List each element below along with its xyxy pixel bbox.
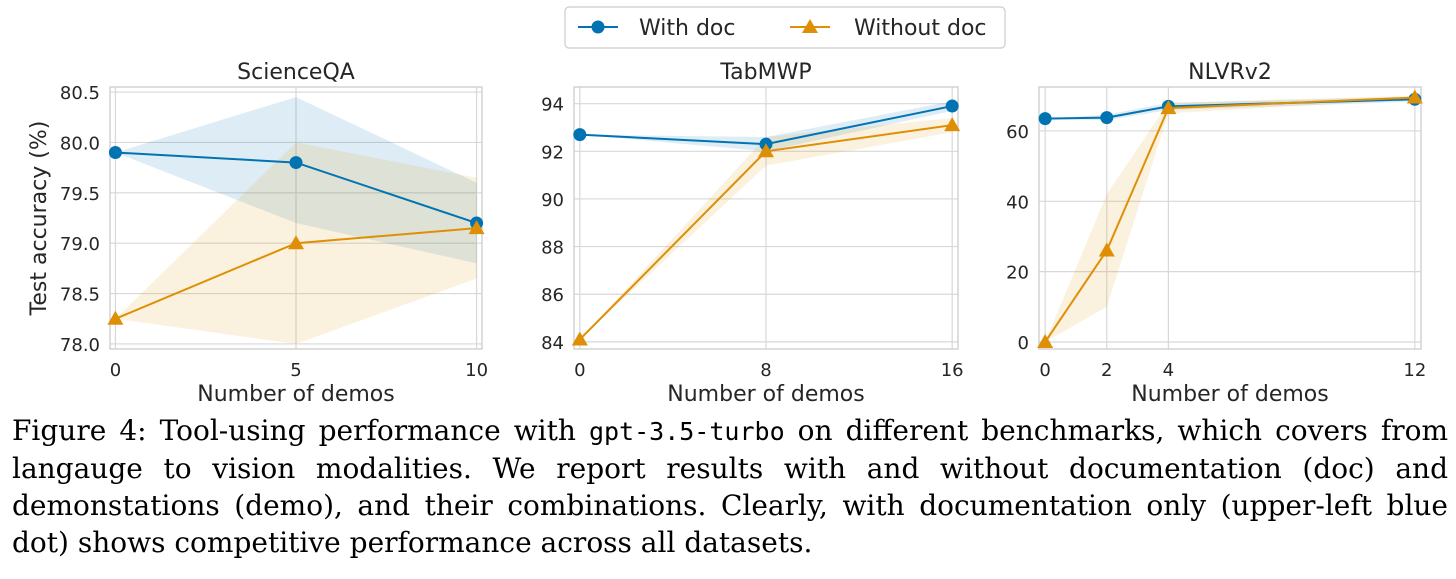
y-tick-label: 79.0 <box>60 234 100 255</box>
data-point-with-doc <box>108 146 122 159</box>
x-tick-label: 12 <box>1403 360 1426 381</box>
data-point-without-doc <box>944 117 961 132</box>
y-tick-label: 86 <box>541 285 564 306</box>
y-axis-label: Test accuracy (%) <box>27 121 52 317</box>
data-point-without-doc <box>1037 333 1054 348</box>
legend-marker-without-doc <box>802 19 818 33</box>
chart-title: TabMWP <box>719 60 811 85</box>
legend-label-with-doc: With doc <box>639 16 735 41</box>
chart-panel-1: 78.0 78.5 79.0 79.5 80.0 80.5 0 5 10 ScienceQA Num… <box>27 60 488 407</box>
data-point-without-doc <box>571 331 588 346</box>
y-tick-label: 80.5 <box>60 83 100 104</box>
data-point-without-doc <box>1160 100 1177 115</box>
plot-frame <box>1038 86 1422 350</box>
y-tick-label: 84 <box>541 333 564 354</box>
x-tick-label: 5 <box>290 360 301 381</box>
data-point-without-doc <box>288 235 304 250</box>
x-tick-label: 2 <box>1101 360 1112 381</box>
y-tick-label: 80.0 <box>60 133 100 154</box>
x-axis-label: Number of demos <box>197 382 394 407</box>
plot-frame <box>573 86 959 350</box>
x-axis-label: Number of demos <box>667 382 864 407</box>
data-point-without-doc <box>107 310 124 325</box>
caption-prefix: Figure 4: Tool-using performance with <box>12 414 589 447</box>
data-point-without-doc <box>468 220 485 235</box>
figure-caption: Figure 4: Tool-using performance with gp… <box>12 412 1448 561</box>
y-tick-label: 92 <box>541 142 564 163</box>
y-tick-label: 90 <box>541 190 564 211</box>
y-tick-label: 78.5 <box>60 285 100 306</box>
chart-title: ScienceQA <box>237 60 355 85</box>
legend: With doc Without doc <box>564 6 1006 49</box>
data-point-with-doc <box>289 156 303 170</box>
y-tick-label: 60 <box>1006 122 1029 143</box>
series-line-without-doc <box>1044 96 1415 343</box>
x-tick-label: 0 <box>574 360 585 381</box>
caption-model-name: gpt-3.5-turbo <box>588 417 785 446</box>
chart-panel-2: 84 86 88 90 92 94 0 8 16 TabMWP Number of demos <box>541 60 964 407</box>
confidence-band-with-doc <box>115 97 477 264</box>
legend-marker-with-doc <box>591 20 605 34</box>
x-tick-label: 4 <box>1163 360 1174 381</box>
data-point-with-doc <box>945 99 959 113</box>
chart-panel-3: 0 20 40 60 0 2 4 12 NLVRv2 Number of demos <box>1006 60 1426 407</box>
y-tick-label: 20 <box>1006 263 1029 284</box>
confidence-band-without-doc <box>1045 95 1415 342</box>
y-tick-label: 40 <box>1006 192 1029 213</box>
y-tick-label: 78.0 <box>60 335 100 356</box>
confidence-band-without-doc <box>579 117 953 340</box>
data-point-with-doc <box>573 128 587 142</box>
x-tick-label: 10 <box>465 360 488 381</box>
y-tick-label: 0 <box>1018 333 1029 354</box>
data-point-without-doc <box>1406 89 1423 104</box>
legend-frame <box>564 6 1006 49</box>
data-point-with-doc <box>1100 111 1114 125</box>
x-tick-label: 0 <box>1039 360 1050 381</box>
y-tick-label: 88 <box>541 238 564 259</box>
data-point-without-doc <box>758 143 774 158</box>
caption-body: on different benchmarks, which covers fr… <box>12 414 1448 559</box>
x-tick-label: 16 <box>941 360 964 381</box>
data-point-without-doc <box>1098 242 1115 257</box>
y-tick-label: 94 <box>541 95 564 116</box>
data-point-with-doc <box>1038 112 1052 126</box>
x-tick-label: 8 <box>760 360 771 381</box>
figure-4: With doc Without doc 78.0 78.5 79.0 79.5 80.… <box>27 6 1426 407</box>
chart-title: NLVRv2 <box>1188 60 1272 85</box>
x-tick-label: 0 <box>110 360 121 381</box>
y-tick-label: 79.5 <box>60 184 100 205</box>
plot-frame <box>109 86 483 350</box>
legend-label-without-doc: Without doc <box>854 16 987 41</box>
x-axis-label: Number of demos <box>1131 382 1328 407</box>
